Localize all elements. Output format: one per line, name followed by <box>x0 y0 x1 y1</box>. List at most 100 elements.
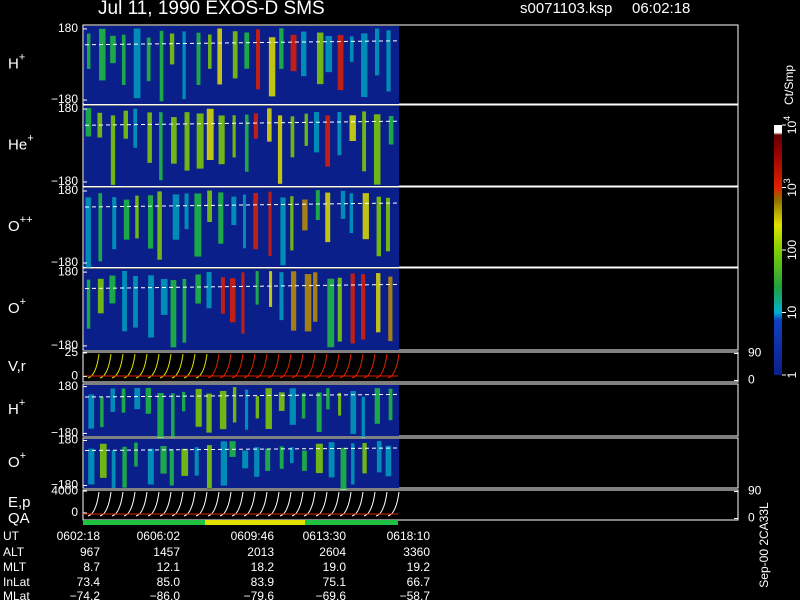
trajectory-curve <box>147 353 160 379</box>
spectrogram-texture <box>110 115 116 185</box>
cell: −69.6 <box>316 589 347 600</box>
pitch-angle-trace <box>84 40 399 46</box>
cell: −74.2 <box>70 589 101 600</box>
spectrogram-texture <box>196 32 201 85</box>
spectrogram-texture <box>337 112 342 156</box>
spectrogram-texture <box>194 447 199 476</box>
spectrogram-texture <box>169 33 175 65</box>
trajectory-curve <box>351 491 364 517</box>
trajectory-curve <box>183 491 196 517</box>
spectrogram-texture <box>328 442 335 478</box>
trajectory-curve <box>255 491 268 517</box>
panel-label-base: H <box>8 55 19 72</box>
spectrogram-texture <box>195 274 201 304</box>
spectrogram-texture <box>242 194 246 249</box>
spectrogram-texture <box>268 191 272 257</box>
y-tick-label: 180 <box>58 433 78 447</box>
spectrogram-texture <box>133 108 138 148</box>
spectrogram-texture <box>121 388 126 413</box>
spectrogram-texture <box>85 108 92 137</box>
spectrogram-texture <box>123 199 130 240</box>
qa-bar <box>305 520 340 525</box>
spectrogram-texture <box>361 33 368 98</box>
panel-label: H+ <box>8 397 25 418</box>
panel-frame <box>82 351 739 383</box>
panel-label-base: He <box>8 136 27 153</box>
trajectory-curve <box>135 353 148 379</box>
trajectory-curve <box>327 491 340 517</box>
trajectory-curve <box>135 491 148 517</box>
y-tick-label: −180 <box>51 426 78 440</box>
spectrogram-texture <box>349 193 354 234</box>
spectrogram-texture <box>229 278 236 323</box>
trajectory-curve <box>291 353 304 379</box>
spectrogram-texture <box>268 271 273 307</box>
trajectory-curve <box>303 353 316 379</box>
cell: 0606:02 <box>137 529 181 543</box>
spectrogram-texture <box>85 197 91 268</box>
spectrogram-texture <box>301 393 306 419</box>
spectrogram-texture <box>99 443 107 478</box>
spectrogram-texture <box>147 195 154 249</box>
spectrogram-texture <box>159 112 163 181</box>
panel-label: O++ <box>8 214 33 235</box>
spectrogram-texture <box>265 388 272 430</box>
panel-label-base: V,r <box>8 358 26 375</box>
spectrogram-texture <box>220 277 225 314</box>
spectrogram-texture <box>133 275 138 328</box>
pitch-angle-trace <box>84 202 399 208</box>
spectrogram-texture <box>181 391 186 412</box>
spectrogram-texture <box>182 31 186 100</box>
spectrogram-texture <box>244 114 249 172</box>
trajectory-curve <box>279 353 292 379</box>
spectrogram-texture <box>301 31 307 77</box>
cell: −58.7 <box>400 589 431 600</box>
spectrogram-texture <box>160 278 168 315</box>
spectrogram-texture <box>88 448 95 485</box>
row-label: MLat <box>3 589 30 600</box>
spectrogram-texture <box>302 450 307 471</box>
cell: 0618:10 <box>387 529 431 543</box>
spectrogram-texture <box>207 190 213 223</box>
colorbar-tick-label: 104 <box>782 116 799 134</box>
panel-label: He+ <box>8 132 34 153</box>
spectrogram-texture <box>195 388 202 427</box>
spectrogram-texture <box>376 273 381 333</box>
y-tick-label: −180 <box>51 174 78 188</box>
trajectory-curve <box>267 491 280 517</box>
spectrogram-texture <box>386 30 391 92</box>
spectrogram-texture <box>254 447 260 477</box>
spectrogram-texture <box>86 33 91 69</box>
spectrogram-texture <box>376 196 381 257</box>
spectrogram-texture <box>385 445 392 477</box>
colorbar-tick-sup: 3 <box>782 178 792 183</box>
spectrogram-texture <box>386 197 391 252</box>
trajectory-curve <box>87 353 100 379</box>
y2-tick-label: 0 <box>748 373 755 387</box>
panel-label-base: O <box>8 218 20 235</box>
cell: 3360 <box>403 545 430 559</box>
spectrogram-texture <box>253 113 259 139</box>
trajectory-curve <box>279 491 292 517</box>
pitch-angle-trace <box>84 283 399 289</box>
spectrogram-texture <box>232 115 236 158</box>
spectrogram-texture <box>316 392 322 432</box>
spectrogram-texture <box>148 275 154 338</box>
spectrogram-texture <box>232 31 238 79</box>
qa-bar <box>205 520 305 525</box>
spectrogram-texture <box>290 34 297 72</box>
spectrogram-texture <box>242 450 249 469</box>
footer-code: Sep-00 2CA33L <box>757 502 771 588</box>
spectrogram-texture <box>170 280 177 348</box>
cell: 8.7 <box>83 560 100 574</box>
spectrogram-texture <box>231 196 237 226</box>
trajectory-curve <box>207 491 220 517</box>
title: Jul 11, 1990 EXOS-D SMS <box>98 0 325 19</box>
spectrogram-texture <box>362 193 369 240</box>
panel-label: V,r <box>8 358 26 375</box>
spectrogram-texture <box>350 391 357 434</box>
panel-label-sup: ++ <box>20 214 33 226</box>
spectrogram-texture <box>218 115 225 165</box>
spectrogram-texture <box>244 32 250 69</box>
row-label: MLT <box>3 560 27 574</box>
